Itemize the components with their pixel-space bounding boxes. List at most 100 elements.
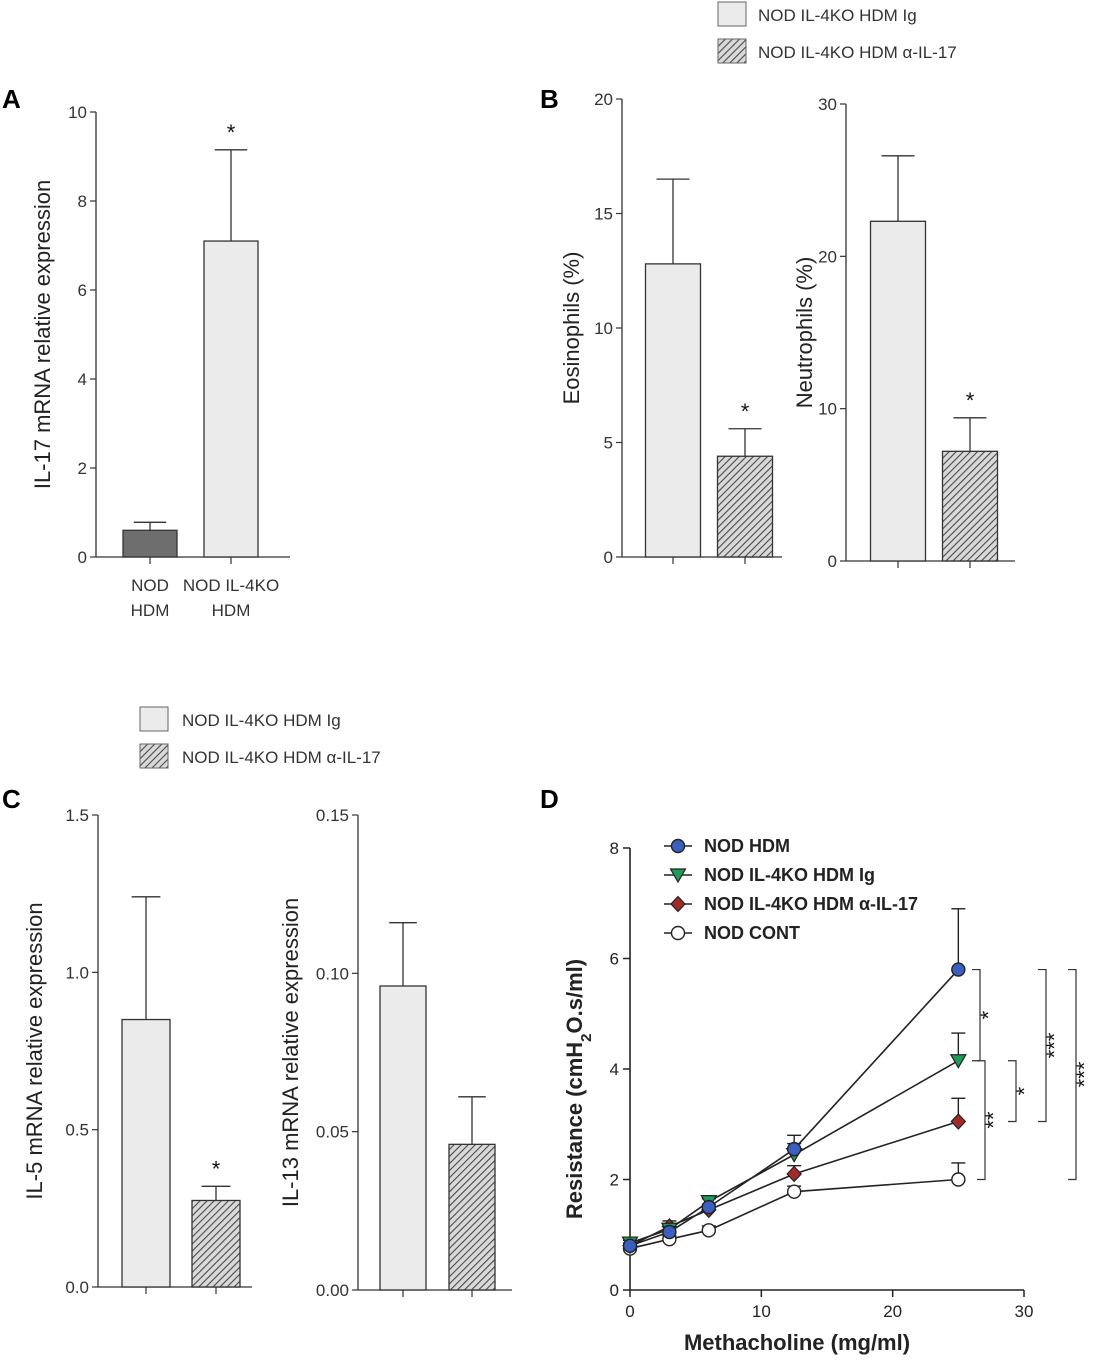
panel-label-b: B — [540, 84, 559, 114]
legend-marker — [670, 838, 686, 854]
series-line-0 — [629, 969, 959, 1247]
bar-0 — [869, 220, 927, 562]
legend-c-ig-swatch — [139, 706, 169, 732]
y-tick-label: 2 — [610, 1171, 619, 1190]
bar-0 — [122, 529, 178, 558]
y-tick-label: 0.05 — [316, 1123, 349, 1142]
chart-b-neutrophils: 0 10 20 30 Neutrophils (%) * — [792, 95, 1015, 571]
panel-label-a: A — [2, 84, 21, 114]
data-point-series-0 — [786, 1141, 802, 1157]
bar-0 — [644, 263, 702, 558]
y-tick-label: 0.5 — [65, 1121, 89, 1140]
y-tick-label: 20 — [818, 247, 837, 266]
y-tick-label: 0.0 — [65, 1278, 89, 1297]
legend-c-ig-label: NOD IL-4KO HDM Ig — [182, 711, 341, 730]
significance-bracket — [1008, 1060, 1017, 1123]
category-label: NOD IL-4KO — [183, 576, 279, 595]
significance-bracket — [972, 968, 981, 1062]
data-point-series-3 — [701, 1223, 716, 1238]
chart-b-eosinophils: 0 5 10 15 20 Eosinophils (%) * — [559, 90, 782, 567]
y-tick-label: 1.5 — [65, 806, 89, 825]
significance-label: * — [976, 1010, 1001, 1019]
panel-label-c: C — [2, 784, 21, 814]
x-tick-label: 20 — [883, 1302, 902, 1321]
significance-star: * — [741, 399, 750, 424]
y-tick-label: 30 — [818, 95, 837, 114]
legend-marker — [670, 895, 686, 913]
panel-label-d: D — [540, 784, 559, 814]
significance-label: ** — [981, 1111, 1006, 1129]
y-tick-label: 0 — [78, 548, 87, 567]
y-axis-label-part: O.s/ml) — [562, 959, 587, 1034]
bar-0 — [379, 985, 427, 1291]
bar-1 — [448, 1143, 496, 1291]
data-point-series-2 — [950, 1113, 967, 1130]
legend-label: NOD IL-4KO HDM α-IL-17 — [704, 894, 918, 914]
data-point-series-0 — [701, 1199, 716, 1215]
x-tick-label: 10 — [752, 1302, 771, 1321]
legend-marker — [670, 925, 686, 941]
category-label: HDM — [131, 601, 170, 620]
bar-1 — [716, 455, 774, 558]
legend-c: NOD IL-4KO HDM Ig NOD IL-4KO HDM α-IL-17 — [139, 706, 381, 769]
chart-d-resistance: 0 2 4 6 8 0 10 20 30 Methacholine (mg/ml) Resistan… — [562, 836, 1094, 1355]
legend-c-anti-swatch — [139, 743, 169, 769]
y-axis-label: Resistance (cmH2O.s/ml) — [562, 959, 595, 1219]
x-axis-label: Methacholine (mg/ml) — [684, 1330, 910, 1355]
chart-c-il5: 0.0 0.5 1.0 1.5 IL-5 mRNA relative expressio… — [22, 806, 252, 1297]
data-point-series-3 — [951, 1172, 966, 1187]
significance-star: * — [966, 388, 975, 413]
significance-bracket — [977, 1060, 986, 1181]
significance-label: *** — [1042, 1032, 1067, 1058]
y-tick-label: 0 — [604, 548, 613, 567]
y-tick-label: 10 — [818, 400, 837, 419]
category-label: HDM — [212, 601, 251, 620]
legend-top-ig-label: NOD IL-4KO HDM Ig — [758, 6, 917, 25]
y-tick-label: 0.10 — [316, 964, 349, 983]
legend-top: NOD IL-4KO HDM Ig NOD IL-4KO HDM α-IL-17 — [717, 1, 957, 64]
y-tick-label: 10 — [594, 319, 613, 338]
significance-bracket — [1038, 968, 1047, 1123]
chart-a-il17: 0 2 4 6 8 10 IL-17 mRNA relative expression NOD… — [30, 103, 290, 620]
y-axis-label: IL-13 mRNA relative expression — [278, 898, 303, 1207]
significance-star: * — [212, 1156, 221, 1181]
y-axis-label-part: 2 — [578, 1033, 595, 1041]
legend-label: NOD CONT — [704, 923, 800, 943]
y-tick-label: 15 — [594, 205, 613, 224]
y-axis-label: Neutrophils (%) — [792, 257, 817, 409]
significance-label: *** — [1072, 1061, 1094, 1087]
data-point-series-0 — [622, 1238, 638, 1254]
category-label: NOD — [131, 576, 169, 595]
legend-top-anti-swatch — [717, 38, 747, 64]
data-point-series-2 — [786, 1165, 802, 1183]
bar-1 — [941, 450, 999, 562]
bar-0 — [121, 1018, 171, 1288]
significance-star: * — [227, 120, 236, 145]
y-tick-label: 6 — [78, 281, 87, 300]
y-axis-label: IL-5 mRNA relative expression — [22, 902, 47, 1199]
y-tick-label: 10 — [68, 103, 87, 122]
bar-1 — [191, 1199, 241, 1288]
y-tick-label: 8 — [78, 192, 87, 211]
x-tick-label: 0 — [625, 1302, 634, 1321]
x-tick-label: 30 — [1015, 1302, 1034, 1321]
y-tick-label: 1.0 — [65, 963, 89, 982]
chart-c-il13: 0.00 0.05 0.10 0.15 IL-13 mRNA relative expr… — [278, 806, 512, 1300]
y-tick-label: 2 — [78, 459, 87, 478]
y-tick-label: 0.15 — [316, 806, 349, 825]
data-point-series-0 — [662, 1224, 677, 1240]
y-axis-label: IL-17 mRNA relative expression — [30, 180, 55, 489]
legend-label: NOD IL-4KO HDM Ig — [704, 865, 875, 885]
y-axis-label-part: Resistance (cmH — [562, 1042, 587, 1219]
data-point-series-1 — [949, 1054, 967, 1069]
bar-1 — [203, 240, 259, 558]
legend-marker — [669, 868, 687, 884]
data-point-series-0 — [951, 962, 966, 977]
y-axis-label: Eosinophils (%) — [559, 252, 584, 405]
y-tick-label: 0.00 — [316, 1281, 349, 1300]
y-tick-label: 8 — [610, 839, 619, 858]
data-point-series-3 — [786, 1184, 802, 1199]
y-tick-label: 5 — [604, 434, 613, 453]
significance-bracket — [1068, 968, 1077, 1181]
